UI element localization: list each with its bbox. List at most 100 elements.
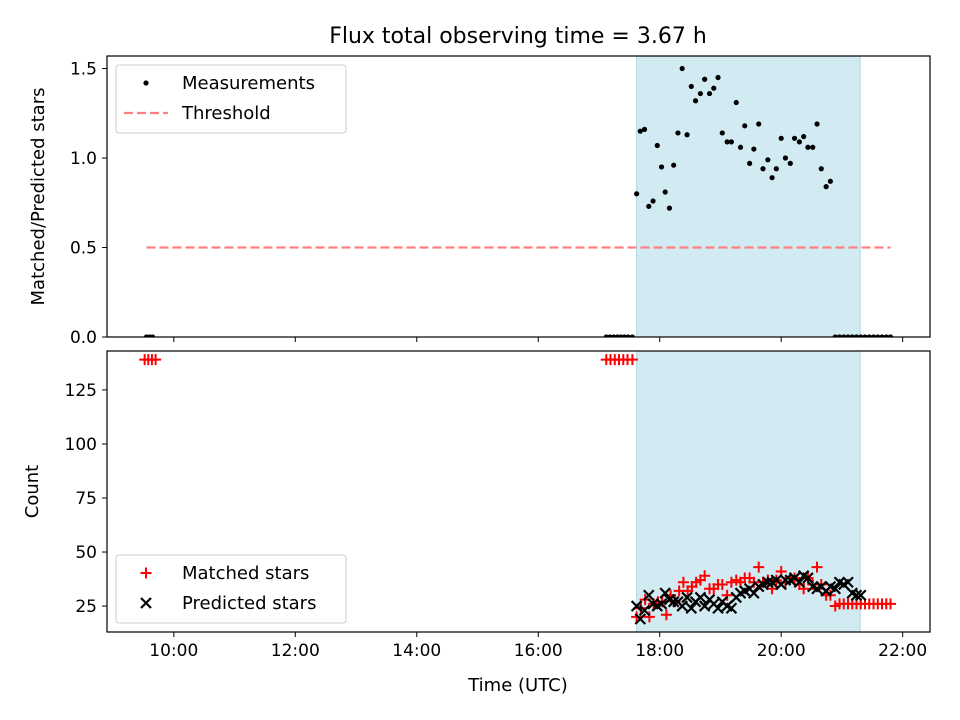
y-axis-label: Matched/Predicted stars bbox=[28, 88, 49, 306]
predicted-stars-point bbox=[779, 574, 792, 586]
matched-stars-point bbox=[716, 578, 728, 590]
measurements-point bbox=[827, 178, 833, 184]
matched-stars-point bbox=[811, 561, 823, 573]
matched-stars-point bbox=[660, 609, 672, 621]
measurements-point bbox=[756, 121, 762, 127]
measurements-point bbox=[650, 198, 656, 204]
predicted-stars-point bbox=[667, 595, 680, 608]
predicted-stars-point bbox=[655, 598, 668, 610]
measurements-point bbox=[814, 121, 820, 127]
legend-marker bbox=[140, 597, 152, 609]
predicted-stars-point bbox=[842, 576, 854, 589]
x-tick-label: 10:00 bbox=[149, 641, 198, 661]
measurements-point bbox=[747, 160, 753, 166]
matched-stars-point bbox=[885, 598, 897, 610]
y-tick-label: 0.5 bbox=[70, 239, 97, 259]
predicted-stars-point bbox=[685, 602, 698, 615]
y-tick-label: 0.0 bbox=[70, 328, 97, 348]
measurements-point bbox=[702, 76, 708, 82]
matched-stars-point bbox=[626, 354, 638, 366]
measurements-point bbox=[849, 334, 855, 337]
x-tick-label: 16:00 bbox=[514, 641, 563, 661]
predicted-stars-point bbox=[659, 587, 671, 599]
measurements-point bbox=[765, 157, 771, 163]
measurements-point bbox=[641, 126, 648, 132]
measurements-point bbox=[675, 130, 681, 136]
measurements-point bbox=[836, 334, 843, 337]
matched-stars-point bbox=[677, 576, 689, 588]
measurements-point bbox=[810, 144, 816, 150]
measurements-point bbox=[629, 334, 635, 337]
predicted-stars-point bbox=[850, 589, 863, 602]
measurements-point bbox=[625, 334, 631, 337]
measurements-point bbox=[706, 90, 713, 97]
legend-marker bbox=[143, 80, 149, 86]
predicted-stars-point bbox=[638, 604, 651, 617]
ratio-panel: 0.0 0.5 1.0 1.5 Matched/Predicted stars Measu… bbox=[28, 55, 931, 348]
measurements-point bbox=[801, 133, 807, 140]
predicted-stars-point bbox=[681, 591, 693, 604]
axes-frame bbox=[106, 350, 931, 633]
measurements-point bbox=[149, 334, 156, 337]
legend-box bbox=[115, 554, 347, 624]
measurements-point bbox=[782, 155, 789, 161]
y-tick-label: 125 bbox=[65, 381, 97, 401]
measurements-point bbox=[719, 130, 725, 136]
measurements-point bbox=[853, 334, 860, 337]
measurements-point bbox=[711, 85, 717, 91]
y-axis-label: Count bbox=[22, 465, 43, 518]
predicted-stars-point bbox=[698, 600, 711, 612]
measurements-point bbox=[862, 334, 868, 337]
measurements-point bbox=[760, 166, 766, 172]
predicted-stars-point bbox=[802, 572, 814, 584]
measurements-point bbox=[858, 334, 864, 337]
predicted-stars-point bbox=[643, 589, 655, 602]
predicted-stars-point bbox=[634, 613, 647, 625]
measurements-point bbox=[832, 334, 838, 337]
measurements-point bbox=[818, 166, 824, 172]
measurements-point bbox=[679, 65, 685, 72]
measurements-point bbox=[658, 164, 665, 170]
chart-title: Flux total observing time = 3.67 h bbox=[329, 24, 707, 49]
predicted-stars-point bbox=[854, 589, 867, 602]
measurements-point bbox=[769, 175, 775, 181]
measurements-point bbox=[724, 139, 730, 145]
matched-stars-point bbox=[753, 561, 765, 573]
measurements-point bbox=[692, 98, 699, 104]
predicted-stars-point bbox=[630, 600, 643, 612]
measurements-point bbox=[634, 191, 640, 197]
measurements-point bbox=[887, 334, 894, 337]
x-axis-label: Time (UTC) bbox=[467, 675, 568, 696]
count-panel: 25 50 75 100 125 10:00 12:00 14:00 16:00 18:00 20:… bbox=[22, 350, 931, 661]
measurements-point bbox=[778, 135, 784, 141]
predicted-stars-point bbox=[694, 591, 707, 604]
measurements-point bbox=[742, 123, 748, 129]
y-tick-label: 25 bbox=[75, 597, 97, 617]
y-tick-label: 1.0 bbox=[70, 149, 97, 169]
predicted-stars-point bbox=[748, 587, 760, 599]
predicted-stars-point bbox=[725, 602, 738, 615]
measurements-point bbox=[773, 166, 779, 172]
measurements-point bbox=[866, 334, 872, 337]
measurements-point bbox=[662, 189, 668, 195]
x-tick-label: 20:00 bbox=[757, 641, 806, 661]
legend-marker bbox=[140, 567, 152, 579]
measurements-point bbox=[879, 334, 885, 337]
predicted-stars-point bbox=[829, 582, 842, 595]
measurements-point bbox=[666, 205, 673, 211]
measurements-point bbox=[737, 144, 744, 150]
measurements-point bbox=[787, 160, 793, 166]
measurements-point bbox=[751, 146, 757, 152]
legend-label: Predicted stars bbox=[182, 593, 316, 614]
x-tick-label: 14:00 bbox=[392, 641, 441, 661]
legend-label: Threshold bbox=[181, 103, 271, 124]
measurements-point bbox=[805, 144, 811, 150]
x-tick-label: 22:00 bbox=[878, 641, 927, 661]
measurements-point bbox=[728, 139, 734, 145]
legend-label: Matched stars bbox=[182, 563, 309, 584]
measurements-point bbox=[637, 128, 643, 134]
measurements-point bbox=[697, 90, 704, 97]
matched-stars-point bbox=[721, 589, 733, 601]
measurements-point bbox=[845, 334, 851, 337]
measurements-point bbox=[715, 74, 721, 81]
